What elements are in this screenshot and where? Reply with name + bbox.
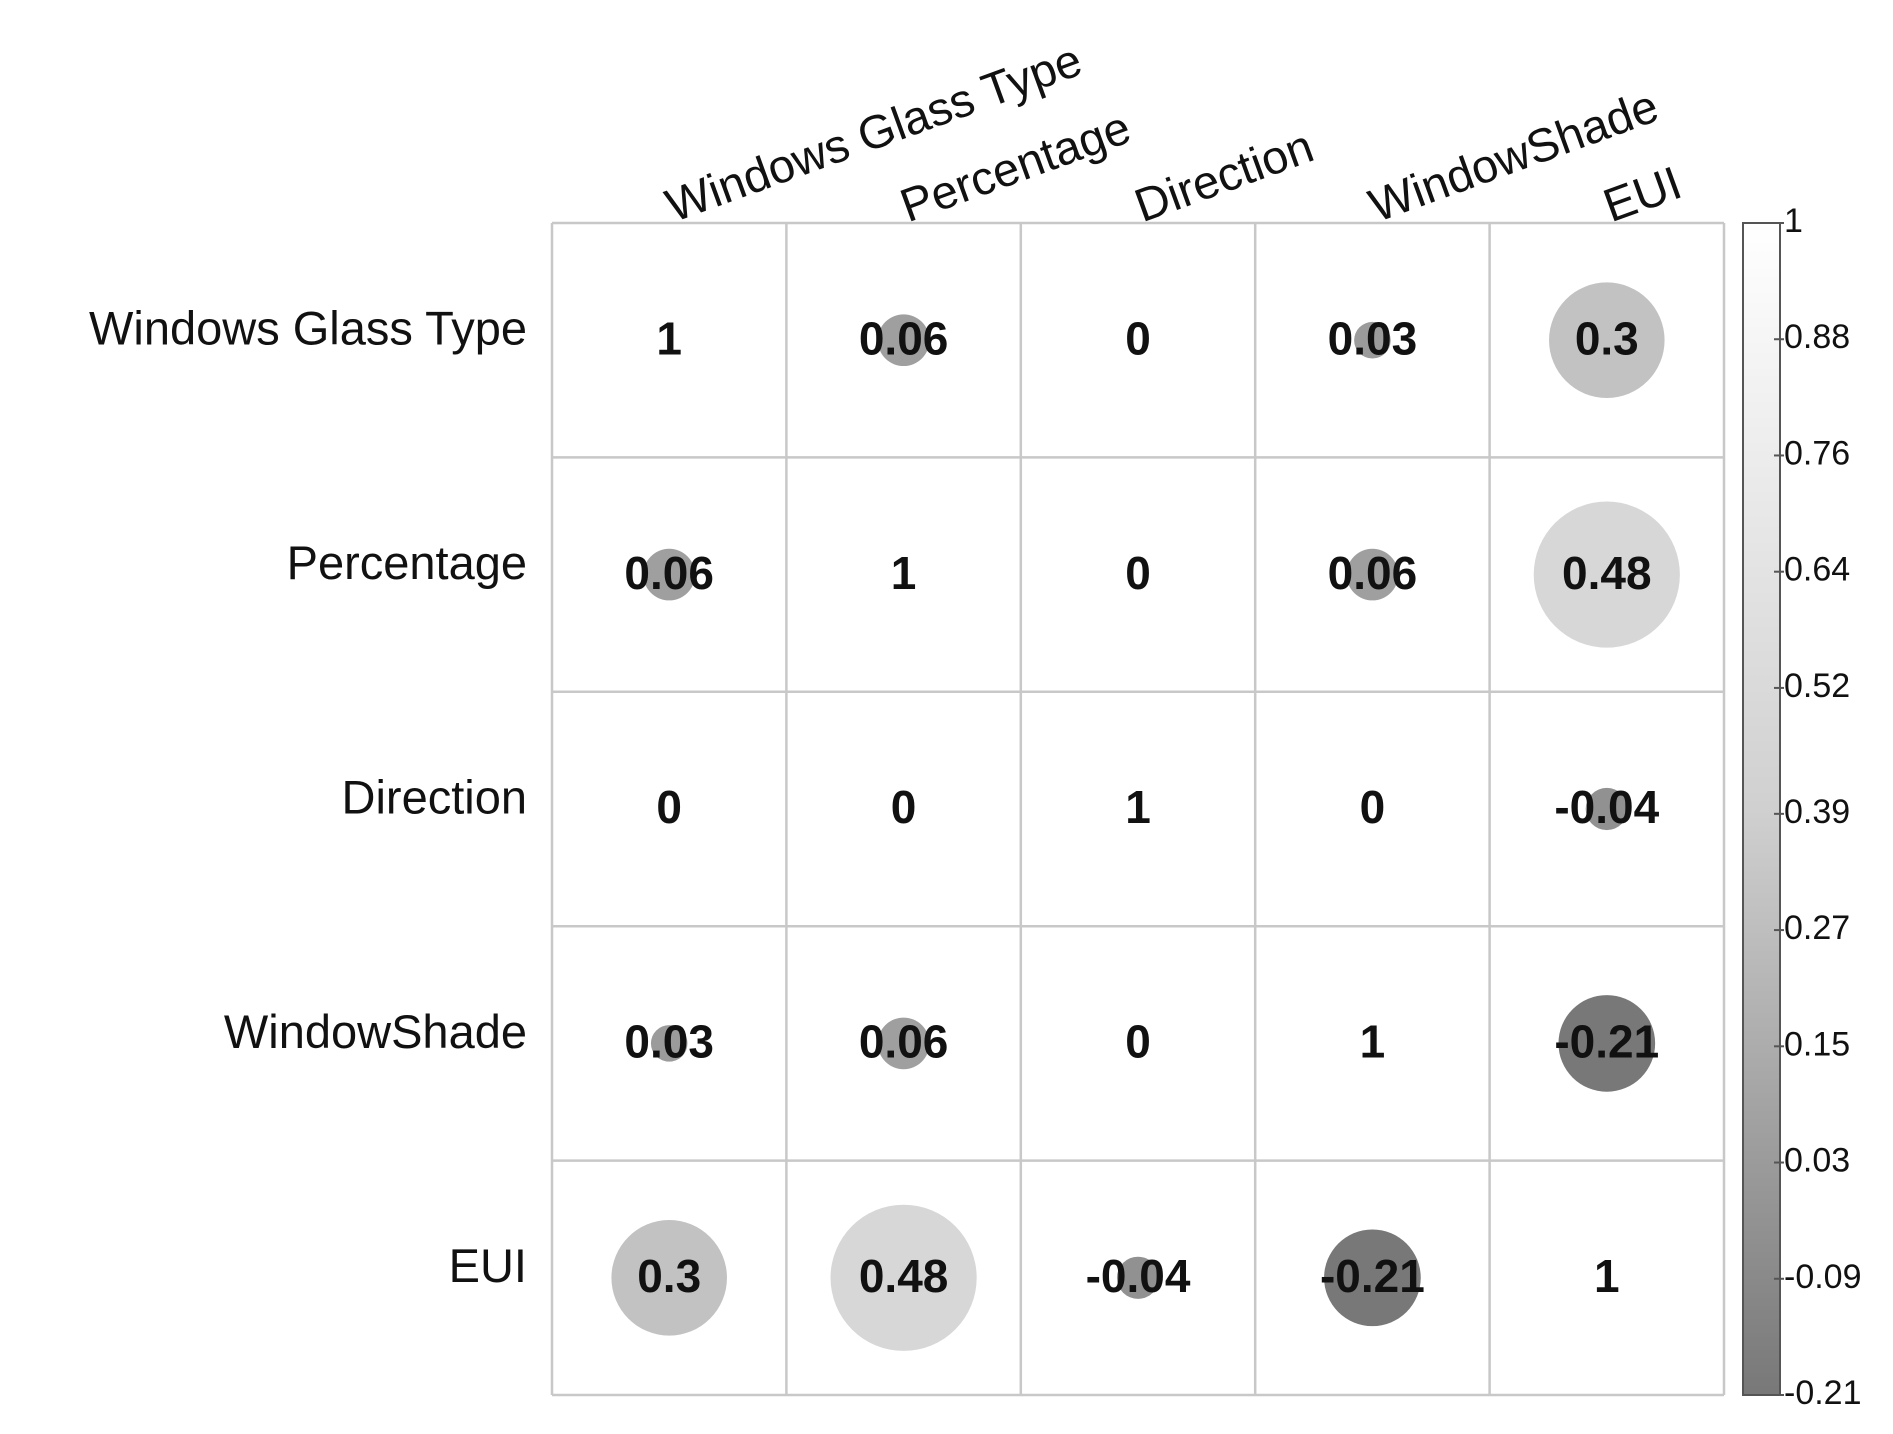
corr-circle: [1032, 703, 1244, 915]
corr-circle: [830, 1204, 977, 1351]
cell-label: 0: [656, 781, 682, 833]
colorbar-tick-label: 0.76: [1784, 434, 1850, 472]
cell-label: -0.21: [1554, 1016, 1659, 1068]
cell-label: 0.48: [1562, 547, 1652, 599]
colorbar-tick-label: 0.27: [1784, 909, 1850, 947]
corr-circle: [1501, 1172, 1713, 1384]
row-label: Direction: [342, 770, 527, 823]
corr-circle: [650, 1025, 688, 1062]
colorbar-tick-label: -0.21: [1784, 1374, 1862, 1412]
colorbar-tick-label: 0.64: [1784, 551, 1850, 589]
cell-label: -0.21: [1320, 1250, 1425, 1302]
cell-label: 1: [1125, 781, 1151, 833]
column-label: Windows Glass Type: [659, 32, 1089, 232]
corr-circle: [877, 1017, 930, 1070]
cell-label: 0.3: [637, 1250, 701, 1302]
colorbar-tick-label: 0.52: [1784, 667, 1850, 705]
cell-label: 0: [891, 781, 917, 833]
corr-circle: [1266, 937, 1478, 1149]
colorbar-tick-label: 1: [1784, 202, 1803, 240]
row-label: Windows Glass Type: [89, 302, 527, 355]
cell-label: 0.06: [859, 1016, 949, 1068]
cell-label: 0: [1125, 1016, 1151, 1068]
corr-circle: [1354, 321, 1391, 359]
colorbar-tick-label: 0.88: [1784, 318, 1850, 356]
colorbar-tick-label: 0.03: [1784, 1142, 1850, 1180]
cell-label: -0.04: [1554, 781, 1659, 833]
corr-circle: [1585, 787, 1628, 831]
corr-circle: [798, 469, 1010, 681]
row-label: WindowShade: [224, 1005, 527, 1058]
row-label: EUI: [449, 1239, 527, 1292]
cell-label: 1: [891, 547, 917, 599]
colorbar-tick-label: 0.39: [1784, 793, 1850, 831]
column-label: EUI: [1596, 155, 1688, 232]
cell-label: 1: [1594, 1250, 1620, 1302]
corr-circle: [611, 1220, 727, 1336]
cell-label: 0: [1125, 547, 1151, 599]
colorbar-tick-label: 0.15: [1784, 1025, 1850, 1063]
cell-label: 1: [1360, 1016, 1386, 1068]
corr-circle: [1324, 1229, 1421, 1327]
cell-label: 0: [1360, 781, 1386, 833]
corr-circle: [1533, 501, 1680, 648]
cell-label: 1: [656, 312, 682, 364]
corr-circle: [877, 314, 930, 367]
cell-label: -0.04: [1086, 1250, 1191, 1302]
colorbar: [1742, 222, 1781, 1396]
corr-circle: [563, 234, 775, 446]
corr-circle: [1549, 282, 1665, 398]
cell-label: 0: [1125, 312, 1151, 364]
corr-circle: [1116, 1256, 1160, 1299]
row-label: Percentage: [287, 536, 527, 589]
corr-circle: [1346, 548, 1399, 601]
cell-label: 0.06: [1328, 547, 1418, 599]
colorbar-tick-label: -0.09: [1784, 1258, 1862, 1296]
cell-label: 0.06: [859, 312, 949, 364]
corr-circle: [643, 548, 696, 601]
cell-label: 0.03: [624, 1016, 714, 1068]
corr-circle: [1558, 995, 1656, 1092]
cell-label: 0.03: [1328, 312, 1418, 364]
column-label: Direction: [1128, 119, 1320, 232]
cell-label: 0.06: [624, 547, 714, 599]
cell-label: 0.48: [859, 1250, 949, 1302]
cell-label: 0.3: [1575, 312, 1639, 364]
